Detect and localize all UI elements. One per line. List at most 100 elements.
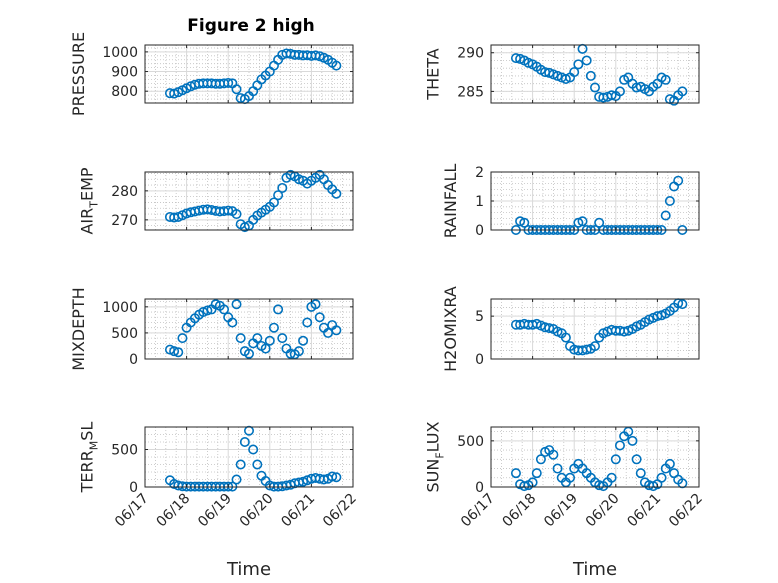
figure-title: Figure 2 high (187, 16, 315, 36)
y-tick-label: 270 (111, 213, 138, 229)
data-point (331, 60, 342, 71)
y-axis-label: AIRTEMP (78, 167, 101, 234)
data-point (664, 458, 675, 469)
y-tick-label: 0 (129, 480, 138, 496)
data-point (331, 325, 342, 336)
data-point (273, 190, 284, 201)
data-point (519, 481, 530, 492)
x-axis-label: Time (226, 559, 271, 580)
x-tick-label: 06/17 (112, 491, 152, 531)
x-tick-label: 06/19 (541, 491, 581, 531)
data-point (239, 436, 250, 447)
data-point (169, 88, 180, 99)
x-tick-label: 06/18 (154, 491, 194, 531)
data-point (268, 197, 279, 208)
y-tick-label: 290 (457, 46, 484, 62)
y-tick-label: 5 (475, 309, 484, 325)
x-tick-label: 06/18 (500, 491, 540, 531)
axes-box (490, 44, 700, 104)
axes-box (144, 171, 354, 231)
data-point (510, 468, 521, 479)
y-axis-label: SUNFLUX (424, 421, 447, 492)
data-point (169, 346, 180, 357)
y-tick-label: 900 (111, 65, 138, 81)
y-tick-label: 285 (457, 84, 484, 100)
data-point (589, 82, 600, 93)
data-point (548, 449, 559, 460)
subplot-pressure: 800 900 1000 PRESSURE (69, 32, 354, 116)
data-point (531, 468, 542, 479)
data-point (302, 317, 313, 328)
x-axis-label: Time (572, 559, 617, 580)
subplot-sun-flux: 0 500 SUNFLUX 06/17 06/18 06/19 06/20 06/21 06/2… (424, 421, 706, 580)
data-point (614, 440, 625, 451)
data-point (673, 175, 684, 186)
data-point (581, 55, 592, 66)
data-point (277, 182, 288, 193)
data-point (318, 474, 329, 485)
data-point (606, 472, 617, 483)
data-point (231, 299, 242, 310)
data-point (260, 343, 271, 354)
y-tick-label: 800 (111, 84, 138, 100)
data-point (244, 348, 255, 359)
y-tick-label: 1000 (102, 300, 138, 316)
data-point (235, 459, 246, 470)
y-axis-label: TERRMSL (78, 422, 101, 494)
data-point (331, 188, 342, 199)
data-point (594, 217, 605, 228)
data-point (268, 322, 279, 333)
data-point (252, 80, 263, 91)
axes-box (490, 426, 700, 488)
x-tick-label: 06/17 (458, 491, 498, 531)
data-point (664, 196, 675, 207)
x-tick-label: 06/22 (666, 491, 706, 531)
data-point (248, 444, 259, 455)
data-point (614, 86, 625, 97)
y-tick-label: 1000 (102, 45, 138, 61)
data-point (519, 217, 530, 228)
x-tick-label: 06/21 (624, 491, 664, 531)
data-point (327, 471, 338, 482)
data-point (677, 299, 688, 310)
y-tick-label: 1 (475, 194, 484, 210)
y-tick-label: 0 (475, 480, 484, 496)
x-tick-label: 06/20 (237, 491, 277, 531)
data-point (560, 332, 571, 343)
data-point (293, 346, 304, 357)
data-point (552, 463, 563, 474)
y-axis-label: H2OMIXRA (441, 286, 460, 372)
y-tick-label: 500 (111, 326, 138, 342)
data-point (569, 67, 580, 78)
data-point (177, 333, 188, 344)
data-point (231, 474, 242, 485)
x-tick-label: 06/19 (195, 491, 235, 531)
data-point (606, 90, 617, 101)
y-axis-label: PRESSURE (69, 32, 88, 116)
y-tick-label: 0 (475, 223, 484, 239)
y-tick-label: 500 (457, 434, 484, 450)
axes-box (144, 426, 354, 488)
axes-box (144, 298, 354, 360)
y-axis-label: MIXDEPTH (69, 287, 88, 370)
y-axis-label: RAINFALL (441, 164, 460, 239)
y-tick-label: 0 (475, 352, 484, 368)
y-tick-label: 2 (475, 165, 484, 181)
data-point (219, 304, 230, 315)
data-point (331, 472, 342, 483)
data-point (565, 472, 576, 483)
data-point (631, 454, 642, 465)
x-tick-label: 06/20 (583, 491, 623, 531)
subplot-mixdepth: 0 500 1000 MIXDEPTH (69, 287, 354, 371)
data-point (610, 454, 621, 465)
data-point (202, 305, 213, 316)
data-point (635, 468, 646, 479)
data-point (231, 209, 242, 220)
y-tick-label: 280 (111, 184, 138, 200)
subplot-theta: 285 290 THETA (424, 43, 700, 106)
data-point (273, 304, 284, 315)
data-point (677, 86, 688, 97)
data-point (627, 435, 638, 446)
data-point (577, 43, 588, 54)
data-point (252, 459, 263, 470)
